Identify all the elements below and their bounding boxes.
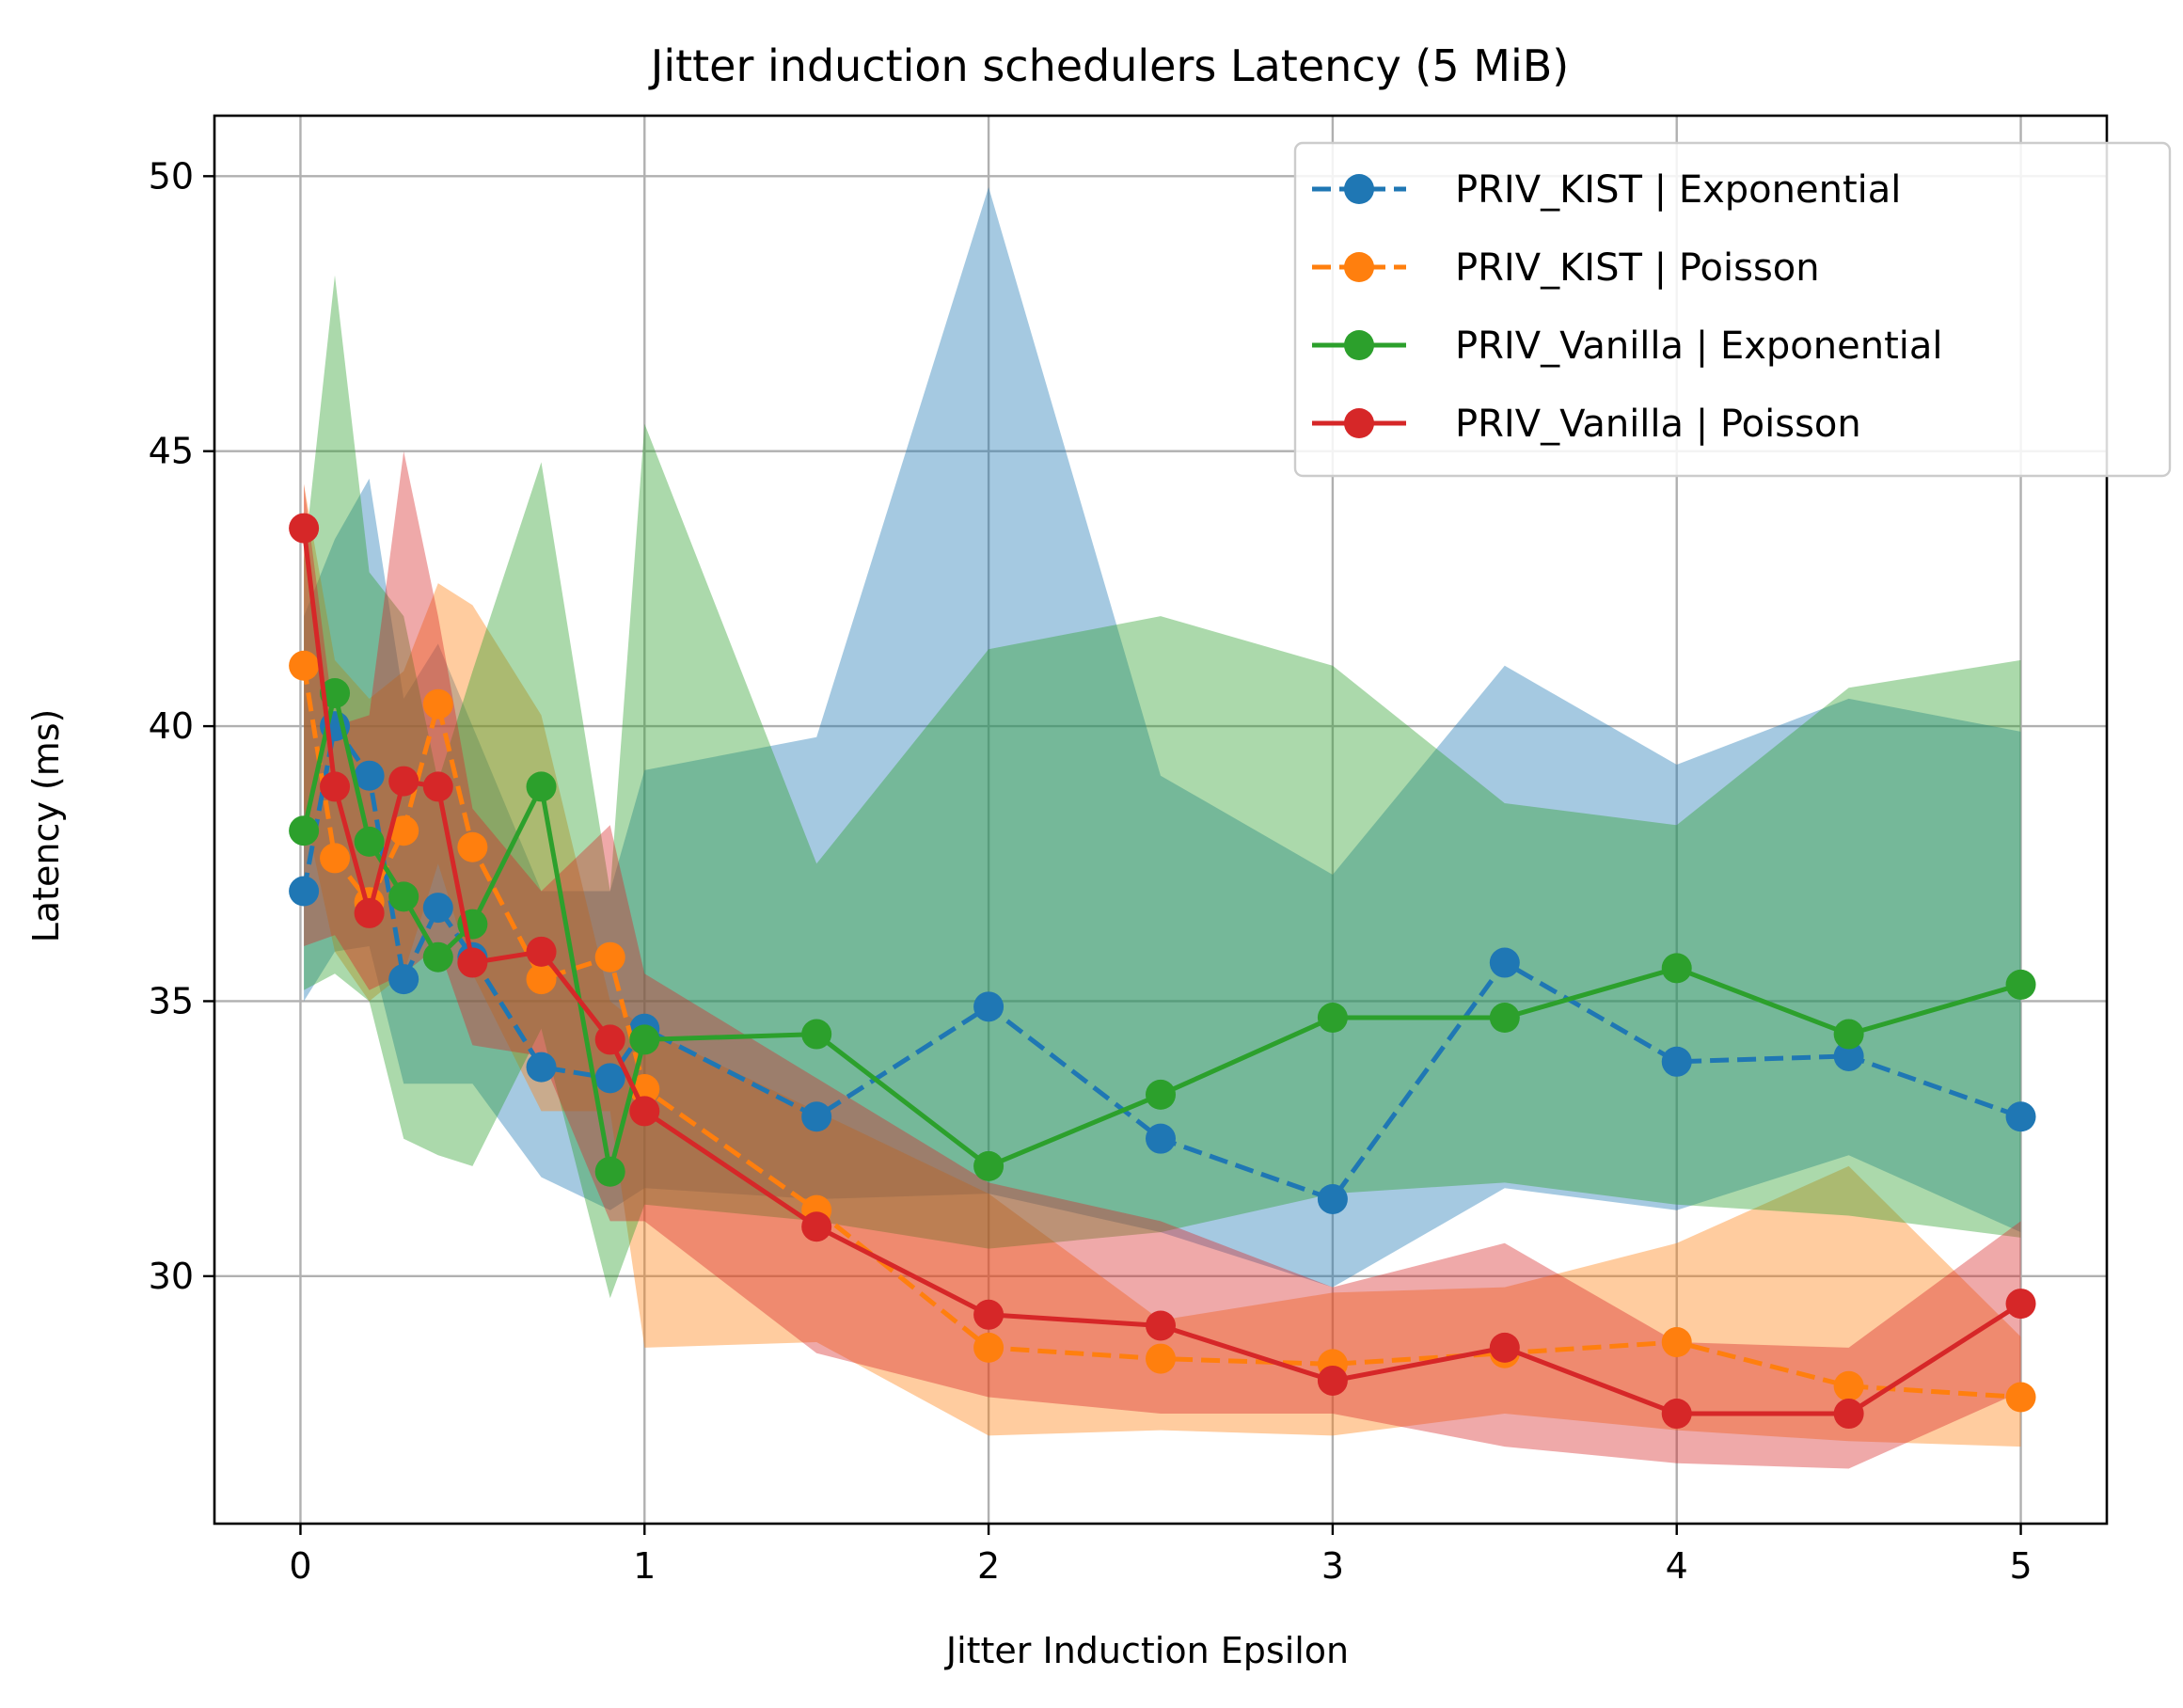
x-axis-label: Jitter Induction Epsilon [944,1630,1349,1671]
series-1-point [289,876,320,907]
series-2-point [457,831,488,862]
series-1-point [801,1101,832,1132]
series-2-point [2005,1382,2036,1413]
series-1-point [1661,1046,1692,1077]
series-4-point [457,947,488,978]
series-3-point [801,1019,832,1050]
series-4-point [1317,1365,1348,1396]
series-3-point [422,941,453,973]
x-tick-label: 2 [977,1545,1000,1587]
series-4-point [629,1096,660,1127]
series-2-point [289,650,320,681]
series-3-point [1489,1003,1520,1034]
x-tick-label: 1 [633,1545,656,1587]
series-1-point [1146,1123,1176,1154]
legend-box [1293,141,2172,478]
series-2-band [304,483,2021,1447]
x-tick-label: 5 [2009,1545,2032,1587]
y-tick-label: 30 [149,1256,194,1297]
series-2-point [388,815,419,846]
series-3-point [1833,1019,1864,1050]
series-4-point [801,1211,832,1242]
series-4-point [422,771,453,802]
series-3-point [526,771,557,802]
series-1-point [1833,1040,1864,1071]
series-4-point [1661,1399,1692,1430]
series-4-point [2005,1289,2036,1320]
legend-label-4: PRIV_Vanilla | Poisson [1455,403,1861,446]
legend-marker-3 [1344,330,1374,360]
series-3-band [304,275,2021,1299]
plot-frame [213,114,2109,1526]
series-1-point [1317,1183,1348,1214]
series-1-point [1489,947,1520,978]
series-3-point [1146,1079,1176,1110]
series-4-point [526,936,557,967]
series-3-point [2005,969,2036,1000]
series-4-point [594,1024,625,1055]
y-tick-label: 40 [149,705,194,747]
legend-marker-1 [1344,174,1374,204]
series-3-point [629,1024,660,1055]
series-3-point [388,881,419,912]
series-2-point [422,688,453,720]
series-2-point [973,1332,1004,1363]
series-4-point [1833,1399,1864,1430]
y-axis-label: Latency (ms) [25,709,67,943]
x-tick-label: 4 [1666,1545,1688,1587]
series-1-point [2005,1101,2036,1132]
legend-marker-2 [1344,252,1374,282]
legend: PRIV_KIST | Exponential PRIV_KIST | Poiss… [1293,141,2172,478]
series-4-band [304,451,2021,1469]
y-tick-label: 45 [149,431,194,472]
series-2-point [1146,1343,1176,1374]
series-3-point [289,815,320,846]
line-layer [289,513,2036,1430]
series-4-point [1489,1332,1520,1363]
series-1-point [422,893,453,924]
series-1-point [354,760,385,791]
series-3-point [594,1156,625,1187]
series-4-point [354,897,385,928]
series-1-point [594,1063,625,1094]
x-tick-label: 3 [1321,1545,1344,1587]
series-1-point [388,964,419,995]
legend-marker-4 [1344,408,1374,438]
series-3-point [320,678,351,709]
chart-title: Jitter induction schedulers Latency (5 M… [648,40,1569,91]
series-4-point [1146,1310,1176,1341]
series-4-point [320,771,351,802]
series-2-point [526,964,557,995]
series-4-point [289,513,320,544]
legend-label-1: PRIV_KIST | Exponential [1455,168,1901,212]
x-tick-label: 0 [289,1545,311,1587]
series-2-point [320,843,351,874]
series-4-point [973,1299,1004,1330]
legend-label-2: PRIV_KIST | Poisson [1455,246,1820,290]
series-3-point [1661,953,1692,984]
legend-label-3: PRIV_Vanilla | Exponential [1455,324,1943,368]
series-3-point [973,1150,1004,1181]
series-4-point [388,766,419,797]
series-1-point [526,1052,557,1083]
y-tick-label: 35 [149,980,194,1021]
series-2-point [1661,1327,1692,1358]
series-2-point [594,941,625,973]
y-tick-label: 50 [149,155,194,197]
series-2-point [1833,1370,1864,1401]
series-3-point [354,826,385,857]
series-1-point [973,991,1004,1022]
series-3-point [1317,1003,1348,1034]
